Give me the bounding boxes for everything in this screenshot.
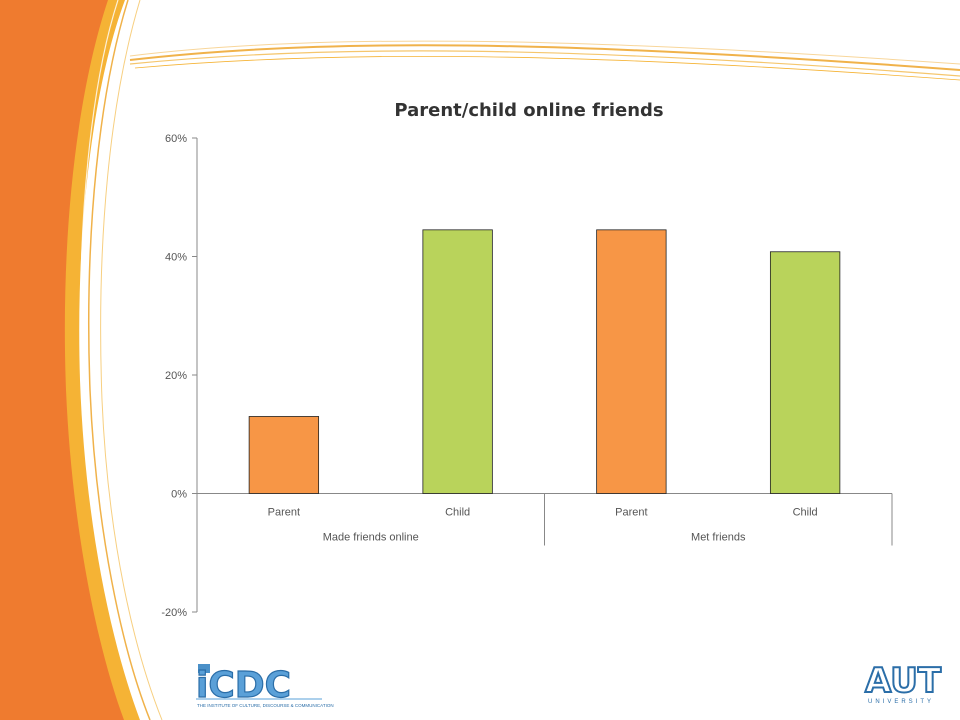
decorative-swoosh <box>129 40 960 81</box>
x-group-label: Met friends <box>691 532 746 544</box>
decorative-band <box>0 0 163 720</box>
y-tick-label: 60% <box>165 133 187 145</box>
bar <box>248 416 320 494</box>
y-tick-label: 40% <box>165 252 187 264</box>
y-tick-label: 0% <box>171 489 187 501</box>
x-group-label: Made friends online <box>323 532 419 544</box>
bar <box>422 229 493 494</box>
icdc-logo-text: iCDC <box>196 665 291 706</box>
x-category-label: Child <box>793 507 818 519</box>
y-tick-label: 20% <box>165 370 187 382</box>
chart-plot-area: 60% 40% 20% 0% -20% Parent Child Parent Child Mad… <box>161 133 893 619</box>
x-category-label: Parent <box>615 507 647 519</box>
icdc-logo-caption: THE INSTITUTE OF CULTURE, DISCOURSE & CO… <box>197 703 334 708</box>
y-tick-label: -20% <box>161 607 187 619</box>
icdc-logo: iCDC THE INSTITUTE OF CULTURE, DISCOURSE… <box>195 664 334 708</box>
aut-logo-text: AUT <box>865 661 942 701</box>
bar <box>769 251 841 494</box>
aut-logo: AUT UNIVERSITY <box>864 660 943 705</box>
x-category-label: Parent <box>268 507 300 519</box>
chart-title: Parent/child online friends <box>394 100 663 121</box>
bar <box>596 229 667 494</box>
x-category-label: Child <box>445 507 470 519</box>
aut-logo-caption: UNIVERSITY <box>868 699 934 705</box>
